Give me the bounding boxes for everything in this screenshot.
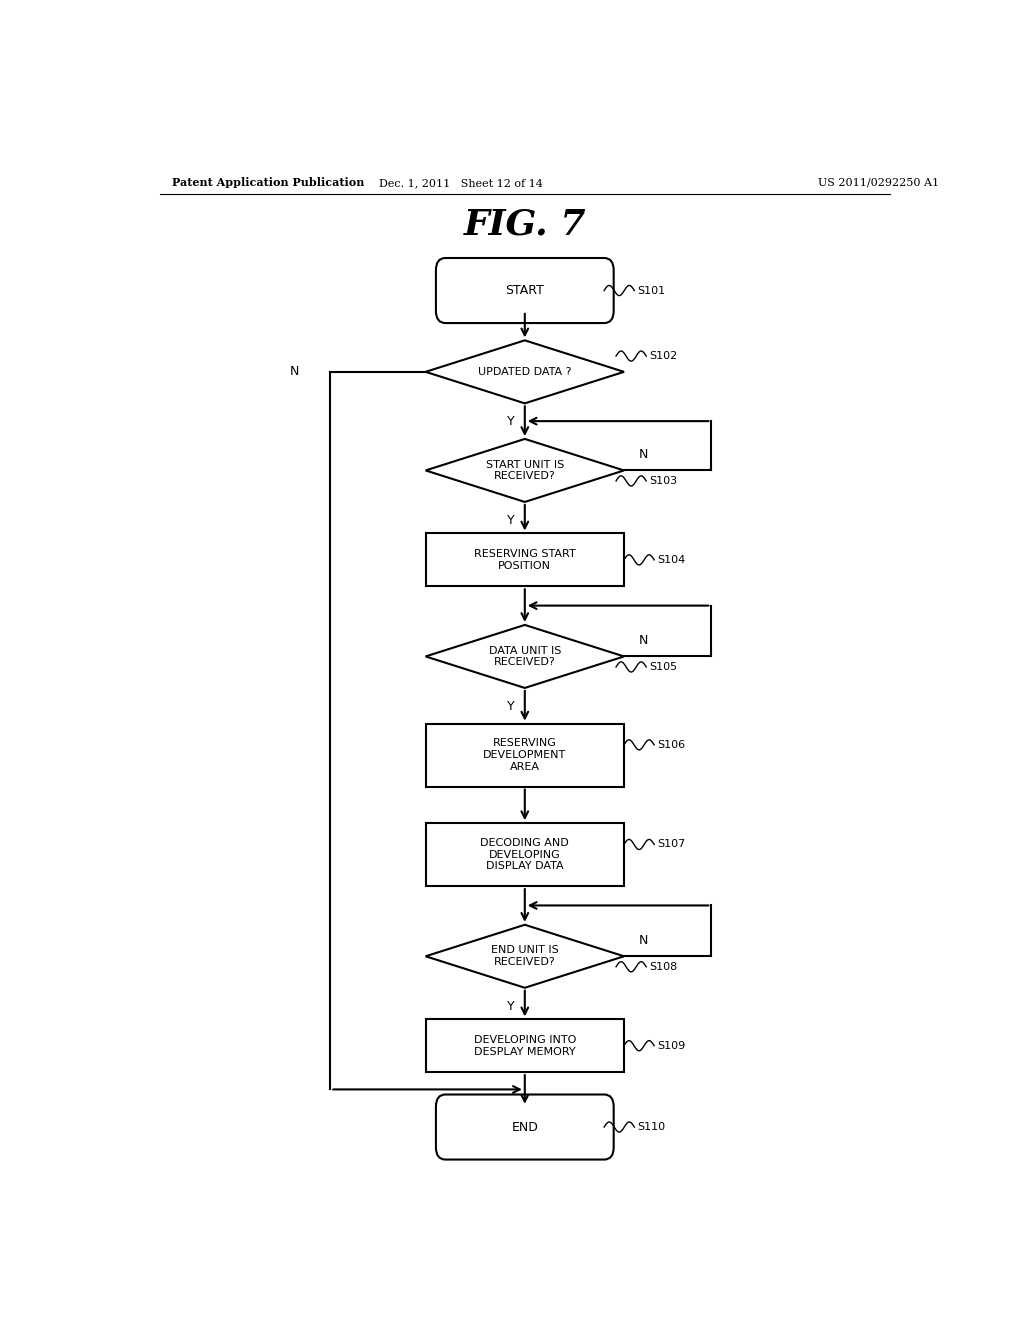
Text: START UNIT IS
RECEIVED?: START UNIT IS RECEIVED?: [485, 459, 564, 482]
Text: S107: S107: [657, 840, 686, 850]
Text: N: N: [639, 933, 648, 946]
Text: RESERVING
DEVELOPMENT
AREA: RESERVING DEVELOPMENT AREA: [483, 738, 566, 772]
Text: S106: S106: [657, 741, 685, 750]
Text: N: N: [639, 634, 648, 647]
Text: DATA UNIT IS
RECEIVED?: DATA UNIT IS RECEIVED?: [488, 645, 561, 667]
Text: Y: Y: [507, 513, 514, 527]
Text: UPDATED DATA ?: UPDATED DATA ?: [478, 367, 571, 376]
Text: S110: S110: [638, 1122, 666, 1133]
Bar: [426, 723, 624, 787]
Text: US 2011/0292250 A1: US 2011/0292250 A1: [818, 178, 940, 187]
Text: Patent Application Publication: Patent Application Publication: [172, 177, 364, 189]
Text: S104: S104: [657, 554, 686, 565]
Text: Y: Y: [507, 416, 514, 428]
FancyBboxPatch shape: [436, 1094, 613, 1159]
Text: Y: Y: [507, 700, 514, 713]
Bar: [426, 824, 624, 886]
Bar: [426, 1019, 624, 1072]
FancyBboxPatch shape: [436, 257, 613, 323]
Text: N: N: [639, 447, 648, 461]
Text: S108: S108: [649, 962, 678, 972]
Polygon shape: [426, 440, 624, 502]
Text: FIG. 7: FIG. 7: [464, 207, 586, 242]
Text: S102: S102: [649, 351, 678, 362]
Bar: [426, 533, 624, 586]
Text: END: END: [511, 1121, 539, 1134]
Text: END UNIT IS
RECEIVED?: END UNIT IS RECEIVED?: [490, 945, 559, 968]
Text: RESERVING START
POSITION: RESERVING START POSITION: [474, 549, 575, 570]
Text: Dec. 1, 2011   Sheet 12 of 14: Dec. 1, 2011 Sheet 12 of 14: [379, 178, 544, 187]
Text: DECODING AND
DEVELOPING
DISPLAY DATA: DECODING AND DEVELOPING DISPLAY DATA: [480, 838, 569, 871]
Text: Y: Y: [507, 999, 514, 1012]
Text: S109: S109: [657, 1040, 686, 1051]
Polygon shape: [426, 925, 624, 987]
Polygon shape: [426, 624, 624, 688]
Text: START: START: [506, 284, 544, 297]
Text: DEVELOPING INTO
DESPLAY MEMORY: DEVELOPING INTO DESPLAY MEMORY: [474, 1035, 575, 1056]
Polygon shape: [426, 341, 624, 404]
Text: S105: S105: [649, 661, 678, 672]
Text: S103: S103: [649, 477, 678, 486]
Text: N: N: [290, 366, 299, 379]
Text: S101: S101: [638, 285, 666, 296]
